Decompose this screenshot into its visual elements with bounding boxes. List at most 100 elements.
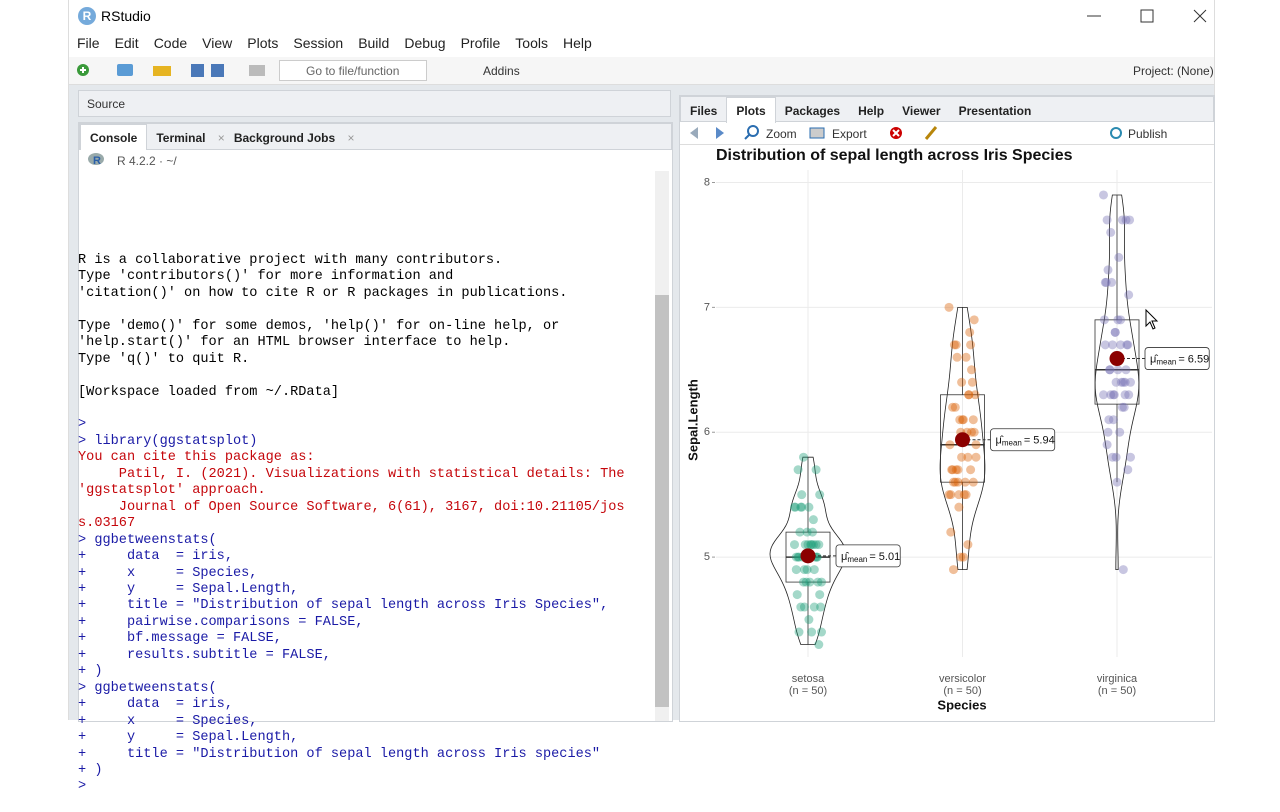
data-point (954, 502, 964, 512)
data-point (1113, 315, 1123, 325)
mean-value: 5.94 (1033, 435, 1054, 447)
data-point (1118, 565, 1128, 575)
data-point (811, 465, 821, 475)
files-tab[interactable]: Help (858, 104, 885, 118)
svg-text:R: R (93, 155, 101, 167)
data-point (1106, 390, 1116, 400)
menu-item[interactable]: Profile (460, 35, 501, 51)
data-point (948, 402, 958, 412)
export-button[interactable]: Export (832, 127, 867, 141)
data-point (1099, 390, 1108, 400)
menu-item[interactable]: File (77, 35, 100, 51)
files-tab[interactable]: Packages (784, 104, 841, 118)
files-tab[interactable]: Plots (726, 97, 776, 123)
console-block: [Workspace loaded from ~/.RData] (78, 385, 646, 401)
window-controls[interactable] (1079, 6, 1214, 28)
mean-subscript: mean (1156, 358, 1176, 367)
data-point (967, 377, 977, 387)
console-tab[interactable]: Terminal (156, 131, 206, 145)
zoom-button[interactable]: Zoom (766, 127, 797, 141)
data-point (968, 477, 978, 487)
console-line: > library(ggstatsplot) (78, 433, 258, 449)
data-point (957, 452, 967, 462)
data-point (790, 502, 800, 512)
data-point (805, 577, 815, 587)
toolbar-icons[interactable] (73, 60, 273, 82)
console-line: + title = "Distribution of sepal length … (78, 746, 601, 762)
scrollbar[interactable] (655, 171, 669, 721)
data-point (1113, 365, 1123, 375)
menu-item[interactable]: Edit (114, 35, 139, 51)
menu-item[interactable]: Help (562, 35, 592, 51)
source-title: Source (87, 97, 126, 111)
data-point (1119, 402, 1129, 412)
data-point (945, 440, 955, 450)
publish-button[interactable]: Publish (1128, 127, 1168, 141)
r-version: R 4.2.2 · ~/ (117, 154, 177, 168)
project-menu[interactable]: Project: (None) (1133, 64, 1214, 78)
console-pane: Console Terminal × Background Jobs × R R 4… (78, 122, 673, 722)
menu-item[interactable]: Code (153, 35, 188, 51)
data-point (1108, 415, 1118, 425)
console-line: + x = Species, (78, 565, 258, 581)
y-tick-label: 7 (704, 301, 710, 313)
title-bar: R RStudio (69, 0, 1214, 32)
data-point (964, 390, 974, 400)
plot-toolbar-icons[interactable] (686, 124, 956, 142)
data-point (808, 540, 818, 550)
mean-subscript: mean (1002, 439, 1022, 448)
menu-item[interactable]: Tools (515, 35, 548, 51)
box (1094, 319, 1140, 405)
data-point (966, 465, 976, 475)
data-point (1109, 390, 1119, 400)
console-line: > ggbetweenstats( (78, 532, 217, 548)
menu-item[interactable]: Debug (404, 35, 446, 51)
x-tick-count: (n = 50) (1098, 685, 1136, 697)
files-tab[interactable]: Files (690, 104, 718, 118)
menu-item[interactable]: Session (293, 35, 344, 51)
data-point (790, 502, 799, 512)
mean-label: μ̂mean = 5.01 (841, 551, 900, 564)
data-point (794, 627, 804, 637)
data-point (1101, 277, 1111, 287)
main-toolbar: Go to file/function Addins Project: (Non… (69, 57, 1214, 85)
data-point (815, 490, 825, 500)
data-point (949, 477, 958, 487)
files-tab[interactable]: Presentation (958, 104, 1032, 118)
r-logo: R (88, 153, 104, 167)
menu-item[interactable]: Build (358, 35, 390, 51)
y-tick-label: 6 (704, 426, 710, 438)
close-tab[interactable]: × (344, 131, 355, 145)
files-tab[interactable]: Viewer (902, 104, 941, 118)
console-line: + ) (78, 763, 103, 778)
data-point (1108, 390, 1118, 400)
data-point (1100, 340, 1110, 350)
source-pane-header: Source (78, 90, 671, 117)
addins-menu[interactable]: Addins (483, 64, 520, 78)
menu-item[interactable]: Plots (247, 35, 279, 51)
data-point (814, 640, 824, 650)
data-point (1124, 390, 1134, 400)
close-tab[interactable]: × (214, 131, 225, 145)
files-tabs: Files Plots Packages Help Viewer Presentation (680, 96, 1214, 123)
window-title: RStudio (101, 8, 151, 24)
data-point (946, 527, 956, 537)
console-tab[interactable]: Console (80, 124, 148, 150)
data-point (953, 465, 963, 475)
menu-item[interactable]: View (202, 35, 233, 51)
data-point (790, 540, 799, 550)
violin (939, 306, 986, 570)
data-point (1107, 277, 1117, 287)
app-icon: R (78, 7, 96, 25)
data-point (799, 452, 808, 462)
data-point (1114, 252, 1124, 262)
scroll-thumb[interactable] (655, 295, 669, 707)
mean-equals: = (869, 551, 875, 563)
go-to-file-box[interactable]: Go to file/function (279, 60, 427, 81)
plots-toolbar: Zoom Export Publish (680, 121, 1214, 145)
x-tick-label: setosa (792, 673, 825, 685)
data-point (952, 352, 962, 362)
mean-label: μ̂mean = 5.94 (996, 435, 1055, 448)
console-tab[interactable]: Background Jobs (233, 131, 336, 145)
data-point (947, 465, 957, 475)
